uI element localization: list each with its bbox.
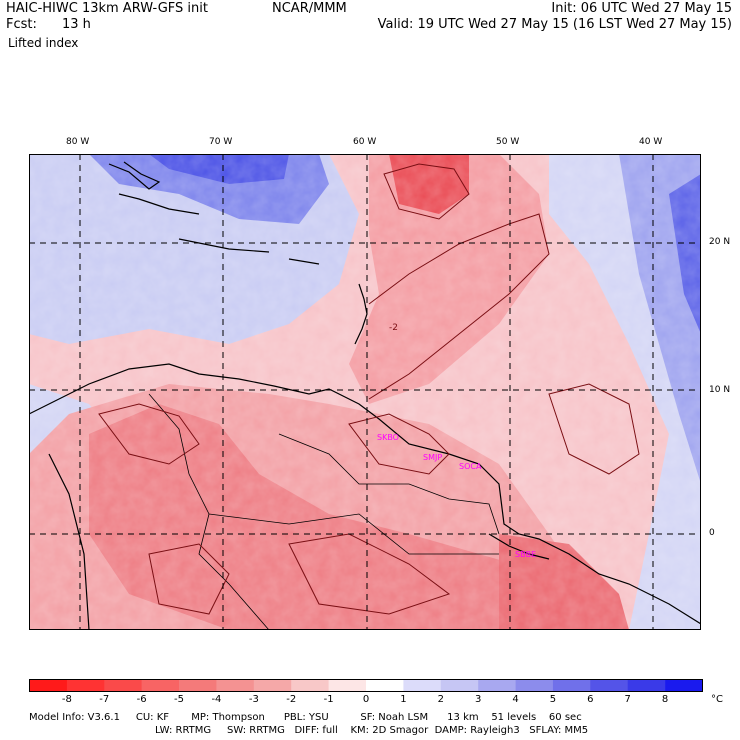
contour-east (548, 383, 640, 475)
station-smjp: SMJP (423, 453, 442, 462)
colorbar-label: 7 (624, 694, 631, 705)
coastline-cuba (118, 193, 200, 215)
colorbar (29, 679, 703, 692)
coastline-hispaniola (178, 238, 270, 253)
valid-time: Valid: 19 UTC Wed 27 May 15 (16 LST Wed … (377, 17, 732, 32)
colorbar-cell (328, 679, 367, 692)
lat-label: 10 N (709, 385, 731, 395)
contour-colombia (98, 403, 200, 465)
colorbar-label: 8 (661, 694, 669, 705)
colorbar-cell (216, 679, 255, 692)
colorbar-label: -4 (211, 694, 222, 705)
colorbar-cell (179, 679, 217, 692)
coastline-caribbean (108, 161, 161, 190)
model-info-line2: LW: RRTMG SW: RRTMG DIFF: full KM: 2D Sm… (155, 725, 589, 736)
coastline-north-south-america (29, 363, 701, 625)
colorbar-label: -7 (99, 694, 110, 705)
coastline-puerto-rico (288, 258, 320, 265)
colorbar-cell (478, 679, 516, 692)
colorbar-cell (590, 679, 629, 692)
colorbar-label: 3 (474, 694, 482, 705)
colorbar-cell (552, 679, 591, 692)
model-title: HAIC-HIWC 13km ARW-GFS init (6, 1, 208, 16)
colorbar-cell (29, 679, 68, 692)
colorbar-label: 2 (437, 694, 444, 705)
lon-label: 80 W (66, 137, 90, 147)
forecast-label: Fcst: (6, 17, 37, 32)
colorbar-cell (253, 679, 292, 692)
contour-guyana (348, 413, 450, 475)
forecast-hour: 13 h (62, 17, 91, 32)
colorbar-cell (515, 679, 554, 692)
model-info-line1: Model Info: V3.6.1 CU: KF MP: Thompson P… (29, 712, 582, 723)
colorbar-label: 4 (512, 694, 519, 705)
colorbar-label: -5 (174, 694, 185, 705)
center-label: NCAR/MMM (272, 1, 347, 16)
station-sbbe: SBBE (515, 550, 536, 559)
colorbar-cell (665, 679, 703, 692)
border-central (278, 433, 500, 535)
border-south (208, 513, 499, 555)
river-amazon-mouth (488, 533, 550, 560)
station-soca: SOCA (459, 462, 482, 471)
colorbar-cell (403, 679, 442, 692)
colorbar-label: 5 (549, 694, 557, 705)
lat-label: 20 N (709, 237, 731, 247)
colorbar-label: 6 (587, 694, 594, 705)
colorbar-label: -8 (61, 694, 72, 705)
lon-label: 60 W (353, 137, 377, 147)
station-skbo: SKBO (377, 433, 399, 442)
colorbar-cell (66, 679, 105, 692)
coastline-pacific (48, 453, 90, 630)
colorbar-label: -3 (248, 694, 259, 705)
colorbar-cell (104, 679, 142, 692)
colorbar-cell (366, 679, 404, 692)
lat-label: 0 (709, 528, 715, 538)
lon-label: 70 W (209, 137, 233, 147)
colorbar-cell (141, 679, 180, 692)
lifted-index-map: -2 SKBO SMJP SOCA SBBE (29, 154, 701, 630)
contour-label: -2 (389, 323, 398, 333)
contour-atlantic-band (368, 213, 550, 400)
colorbar-label: -2 (286, 694, 297, 705)
colorbar-unit: °C (711, 694, 723, 705)
contour-atlantic (383, 163, 470, 220)
colorbar-cell (627, 679, 666, 692)
contour-peru (148, 543, 230, 615)
field-name: Lifted index (8, 36, 79, 50)
colorbar-label: -6 (136, 694, 147, 705)
colorbar-label: -1 (323, 694, 334, 705)
field-texture (29, 154, 701, 630)
map-frame (29, 154, 701, 630)
colorbar-cell (440, 679, 479, 692)
colorbar-label: 0 (362, 694, 370, 705)
lon-label: 40 W (639, 137, 663, 147)
colorbar-label: 1 (400, 694, 407, 705)
init-time: Init: 06 UTC Wed 27 May 15 (551, 1, 732, 16)
lon-label: 50 W (496, 137, 520, 147)
colorbar-cell (291, 679, 329, 692)
